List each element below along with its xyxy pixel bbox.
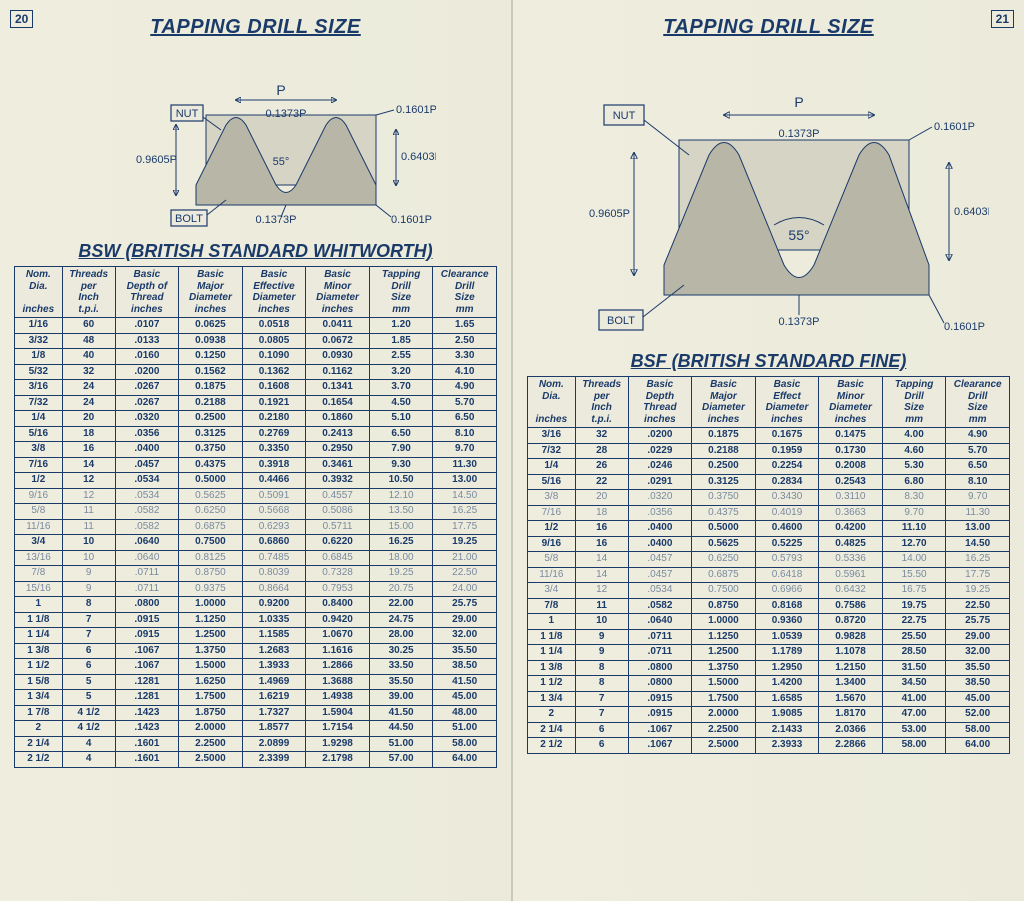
col-header: Nom.Dia.inches bbox=[528, 377, 576, 428]
table-row: 7/3224.02670.21880.19210.16544.505.70 bbox=[15, 395, 497, 411]
dim-left-r: 0.9605P bbox=[589, 208, 630, 220]
table-row: 1 3/88.08001.37501.29501.215031.5035.50 bbox=[528, 660, 1010, 676]
subtitle-bsw: BSW (BRITISH STANDARD WHITWORTH) bbox=[14, 241, 497, 262]
dim-top-r: 0.1373P bbox=[778, 128, 819, 140]
col-header: Nom.Dia.inches bbox=[15, 267, 63, 318]
col-header: BasicMinorDiameterinches bbox=[819, 377, 883, 428]
label-nut-r: NUT bbox=[612, 110, 635, 122]
table-row: 3/1632.02000.18750.16750.14754.004.90 bbox=[528, 428, 1010, 444]
col-header: BasicMajorDiameterinches bbox=[692, 377, 756, 428]
table-row: 9/1616.04000.56250.52250.482512.7014.50 bbox=[528, 536, 1010, 552]
table-row: 1 1/28.08001.50001.42001.340034.5038.50 bbox=[528, 676, 1010, 692]
table-row: 7/3228.02290.21880.19590.17304.605.70 bbox=[528, 443, 1010, 459]
page-number-left: 20 bbox=[10, 10, 33, 28]
col-header: ThreadsperIncht.p.i. bbox=[62, 267, 115, 318]
table-row: 1 1/49.07111.25001.17891.107828.5032.00 bbox=[528, 645, 1010, 661]
subtitle-bsf: BSF (BRITISH STANDARD FINE) bbox=[527, 351, 1010, 372]
table-row: 5/1618.03560.31250.27690.24136.508.10 bbox=[15, 426, 497, 442]
dim-right-bot: 0.1601P bbox=[391, 214, 432, 226]
table-row: 1 3/86.10671.37501.26831.161630.2535.50 bbox=[15, 643, 497, 659]
table-row: 5/814.04570.62500.57930.533614.0016.25 bbox=[528, 552, 1010, 568]
page-spread: 20 TAPPING DRILL SIZE P 0.1373P 0.1601P bbox=[0, 0, 1024, 901]
table-row: 2 1/24.16012.50002.33992.179857.0064.00 bbox=[15, 752, 497, 768]
table-row: 1 7/84 1/2.14231.87501.73271.590441.5048… bbox=[15, 705, 497, 721]
table-row: 1 5/85.12811.62501.49691.368835.5041.50 bbox=[15, 674, 497, 690]
dim-angle: 55° bbox=[272, 156, 289, 168]
table-row: 3/412.05340.75000.69660.643216.7519.25 bbox=[528, 583, 1010, 599]
dim-right-top-r: 0.1601P bbox=[934, 121, 975, 133]
table-row: 1 3/47.09151.75001.65851.567041.0045.00 bbox=[528, 691, 1010, 707]
label-nut: NUT bbox=[175, 108, 198, 120]
table-row: 1 1/26.10671.50001.39331.286633.5038.50 bbox=[15, 659, 497, 675]
table-row: 7/811.05820.87500.81680.758619.7522.50 bbox=[528, 598, 1010, 614]
bsf-table: Nom.Dia.inchesThreadsperIncht.p.i.BasicD… bbox=[527, 376, 1010, 754]
table-row: 15/169.07110.93750.86640.795320.7524.00 bbox=[15, 581, 497, 597]
col-header: BasicMinorDiameterinches bbox=[306, 267, 370, 318]
col-header: TappingDrillSizemm bbox=[369, 267, 433, 318]
table-row: 3/816.04000.37500.33500.29507.909.70 bbox=[15, 442, 497, 458]
dim-right-bot-r: 0.1601P bbox=[944, 321, 985, 333]
col-header: BasicDepthThreadinches bbox=[628, 377, 692, 428]
col-header: BasicEffectDiameterinches bbox=[755, 377, 819, 428]
title-left: TAPPING DRILL SIZE bbox=[14, 16, 497, 39]
table-row: 13/1610.06400.81250.74850.684518.0021.00 bbox=[15, 550, 497, 566]
dim-p-r: P bbox=[794, 94, 803, 110]
col-header: BasicDepth ofThreadinches bbox=[115, 267, 179, 318]
dim-bottom-r: 0.1373P bbox=[778, 316, 819, 328]
table-row: 27.09152.00001.90851.817047.0052.00 bbox=[528, 707, 1010, 723]
table-row: 2 1/26.10672.50002.39332.286658.0064.00 bbox=[528, 738, 1010, 754]
label-bolt: BOLT bbox=[175, 213, 203, 225]
dim-left: 0.9605P bbox=[136, 154, 177, 166]
dim-angle-r: 55° bbox=[788, 227, 809, 243]
col-header: ClearanceDrillSizemm bbox=[946, 377, 1010, 428]
table-row: 3/1624.02670.18750.16080.13413.704.90 bbox=[15, 380, 497, 396]
thread-diagram-bsw: P 0.1373P 0.1601P 0.9605P 0.6403P 55° 0.… bbox=[76, 45, 436, 235]
table-row: 1 1/87.09151.12501.03350.942024.7529.00 bbox=[15, 612, 497, 628]
dim-right-top: 0.1601P bbox=[396, 104, 436, 116]
table-row: 11/1611.05820.68750.62930.571115.0017.75 bbox=[15, 519, 497, 535]
table-row: 7/89.07110.87500.80390.732819.2522.50 bbox=[15, 566, 497, 582]
col-header: BasicMajorDiameterinches bbox=[179, 267, 243, 318]
table-row: 1/216.04000.50000.46000.420011.1013.00 bbox=[528, 521, 1010, 537]
dim-right-mid: 0.6403P bbox=[401, 151, 436, 163]
table-row: 1/212.05340.50000.44660.393210.5013.00 bbox=[15, 473, 497, 489]
col-header: TappingDrillSizemm bbox=[882, 377, 946, 428]
table-row: 1 1/47.09151.25001.15851.067028.0032.00 bbox=[15, 628, 497, 644]
page-right: 21 TAPPING DRILL SIZE P 0.1373P 0.1601P … bbox=[511, 0, 1024, 901]
table-row: 5/811.05820.62500.56680.508613.5016.25 bbox=[15, 504, 497, 520]
title-right: TAPPING DRILL SIZE bbox=[527, 16, 1010, 39]
table-row: 2 1/46.10672.25002.14332.036653.0058.00 bbox=[528, 722, 1010, 738]
table-row: 3/820.03200.37500.34300.31108.309.70 bbox=[528, 490, 1010, 506]
bsw-table: Nom.Dia.inchesThreadsperIncht.p.i.BasicD… bbox=[14, 266, 497, 768]
col-header: ThreadsperIncht.p.i. bbox=[575, 377, 628, 428]
dim-top: 0.1373P bbox=[265, 108, 306, 120]
label-bolt-r: BOLT bbox=[607, 315, 635, 327]
table-row: 5/3232.02000.15620.13620.11623.204.10 bbox=[15, 364, 497, 380]
table-row: 3/410.06400.75000.68600.622016.2519.25 bbox=[15, 535, 497, 551]
table-row: 2 1/44.16012.25002.08991.929851.0058.00 bbox=[15, 736, 497, 752]
thread-diagram-bsf: P 0.1373P 0.1601P 0.9605P 0.6403P 55° 0.… bbox=[549, 45, 989, 345]
table-row: 1/426.02460.25000.22540.20085.306.50 bbox=[528, 459, 1010, 475]
col-header: ClearanceDrillSizemm bbox=[433, 267, 497, 318]
table-row: 7/1618.03560.43750.40190.36639.7011.30 bbox=[528, 505, 1010, 521]
dim-bottom: 0.1373P bbox=[255, 214, 296, 226]
page-left: 20 TAPPING DRILL SIZE P 0.1373P 0.1601P bbox=[0, 0, 511, 901]
table-row: 1/1660.01070.06250.05180.04111.201.65 bbox=[15, 318, 497, 334]
table-row: 1 1/89.07111.12501.05390.982825.5029.00 bbox=[528, 629, 1010, 645]
table-row: 1/840.01600.12500.10900.09302.553.30 bbox=[15, 349, 497, 365]
table-row: 24 1/2.14232.00001.85771.715444.5051.00 bbox=[15, 721, 497, 737]
table-row: 11/1614.04570.68750.64180.596115.5017.75 bbox=[528, 567, 1010, 583]
table-row: 18.08001.00000.92000.840022.0025.75 bbox=[15, 597, 497, 613]
table-row: 9/1612.05340.56250.50910.455712.1014.50 bbox=[15, 488, 497, 504]
dim-p: P bbox=[276, 82, 285, 98]
table-row: 3/3248.01330.09380.08050.06721.852.50 bbox=[15, 333, 497, 349]
table-row: 1/420.03200.25000.21800.18605.106.50 bbox=[15, 411, 497, 427]
dim-right-mid-r: 0.6403P bbox=[954, 206, 989, 218]
table-row: 7/1614.04570.43750.39180.34619.3011.30 bbox=[15, 457, 497, 473]
col-header: BasicEffectiveDiameterinches bbox=[242, 267, 306, 318]
table-row: 1 3/45.12811.75001.62191.493839.0045.00 bbox=[15, 690, 497, 706]
table-row: 5/1622.02910.31250.28340.25436.808.10 bbox=[528, 474, 1010, 490]
page-number-right: 21 bbox=[991, 10, 1014, 28]
table-row: 110.06401.00000.93600.872022.7525.75 bbox=[528, 614, 1010, 630]
